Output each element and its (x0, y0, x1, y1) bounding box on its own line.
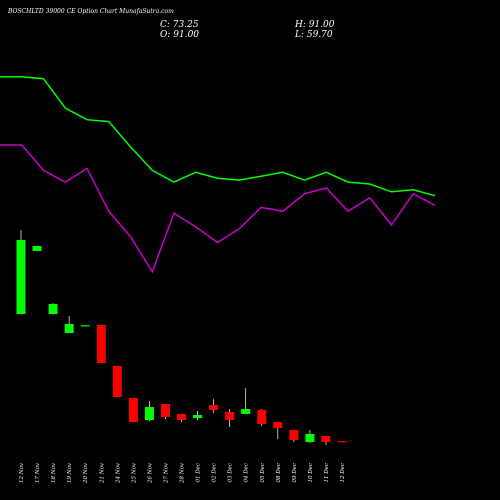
candle-17-nov (32, 246, 42, 251)
x-tick-label: 02 Dec (212, 463, 218, 483)
candle-body (64, 324, 74, 333)
moving-average-layer (0, 76, 436, 274)
candle-18-nov (48, 303, 58, 315)
x-tick-label: 27 Nov (164, 462, 170, 484)
candle-body (96, 325, 106, 363)
x-tick-label: 09 Dec (292, 463, 298, 483)
candle-body (193, 415, 203, 418)
moving-average-line-2 (0, 144, 436, 274)
x-tick-label: 01 Dec (196, 463, 202, 483)
candle-25-nov (128, 398, 138, 422)
candle-body (289, 430, 299, 440)
candle-01-dec (193, 411, 203, 420)
high-value: H: 91.00 (295, 20, 335, 30)
x-tick-label: 10 Dec (308, 463, 314, 483)
candle-body (241, 409, 251, 414)
x-tick-label: 08 Dec (276, 463, 282, 483)
candle-body (225, 412, 235, 420)
x-tick-label: 24 Nov (115, 462, 121, 484)
x-tick-label: 18 Nov (51, 462, 57, 483)
candle-12-nov (16, 230, 26, 315)
x-axis-ticks: 12 Nov 17 Nov 18 Nov 19 Nov 20 Nov 21 Nov 24 N… (19, 462, 346, 484)
candle-body (257, 410, 267, 424)
moving-average-line-1 (0, 76, 436, 197)
candle-body (112, 366, 122, 397)
candle-04-dec (241, 388, 251, 414)
candle-body (16, 240, 26, 314)
x-tick-label: 11 Dec (324, 463, 330, 483)
x-tick-label: 19 Nov (67, 462, 73, 483)
candle-body (128, 398, 138, 422)
candle-03-dec (225, 409, 235, 427)
x-tick-label: 12 Nov (19, 462, 25, 483)
candle-28-nov (177, 414, 186, 422)
x-tick-label: 20 Nov (83, 462, 89, 484)
candle-09-dec (289, 430, 299, 442)
candle-body (48, 304, 58, 314)
candle-24-nov (112, 366, 122, 397)
candle-02-dec (209, 399, 219, 413)
candle-12-dec (337, 441, 347, 443)
candle-05-dec (257, 409, 267, 426)
candle-11-dec (321, 436, 331, 445)
candle-body (80, 325, 90, 327)
close-value: C: 73.25 (160, 20, 199, 30)
candle-27-nov (161, 404, 170, 419)
candle-21-nov (96, 325, 106, 363)
x-tick-label: 05 Dec (260, 463, 266, 483)
chart-title: BOSCHLTD 39000 CE Option Chart MunafaSut… (8, 8, 174, 15)
x-tick-label: 17 Nov (35, 462, 41, 483)
candle-body (161, 404, 170, 417)
candle-body (273, 422, 283, 428)
candle-body (144, 407, 154, 420)
candle-26-nov (144, 401, 154, 421)
candle-10-dec (305, 430, 315, 443)
x-tick-label: 25 Nov (131, 462, 137, 484)
candle-20-nov (80, 325, 90, 327)
candle-08-dec (273, 422, 283, 439)
x-tick-label: 21 Nov (99, 462, 105, 484)
candle-19-nov (64, 316, 74, 333)
x-tick-label: 26 Nov (147, 462, 153, 484)
x-tick-label: 03 Dec (228, 463, 234, 483)
candle-body (337, 441, 347, 443)
candle-body (32, 246, 42, 251)
x-tick-label: 12 Dec (340, 463, 346, 483)
x-tick-label: 28 Nov (180, 462, 186, 484)
low-value: L: 59.70 (295, 30, 333, 40)
candle-body (209, 405, 219, 410)
candle-body (177, 414, 186, 420)
x-tick-label: 04 Dec (244, 463, 250, 483)
open-value: O: 91.00 (160, 30, 200, 40)
candle-body (305, 434, 315, 442)
candlestick-layer (16, 230, 347, 445)
candle-body (321, 436, 331, 442)
